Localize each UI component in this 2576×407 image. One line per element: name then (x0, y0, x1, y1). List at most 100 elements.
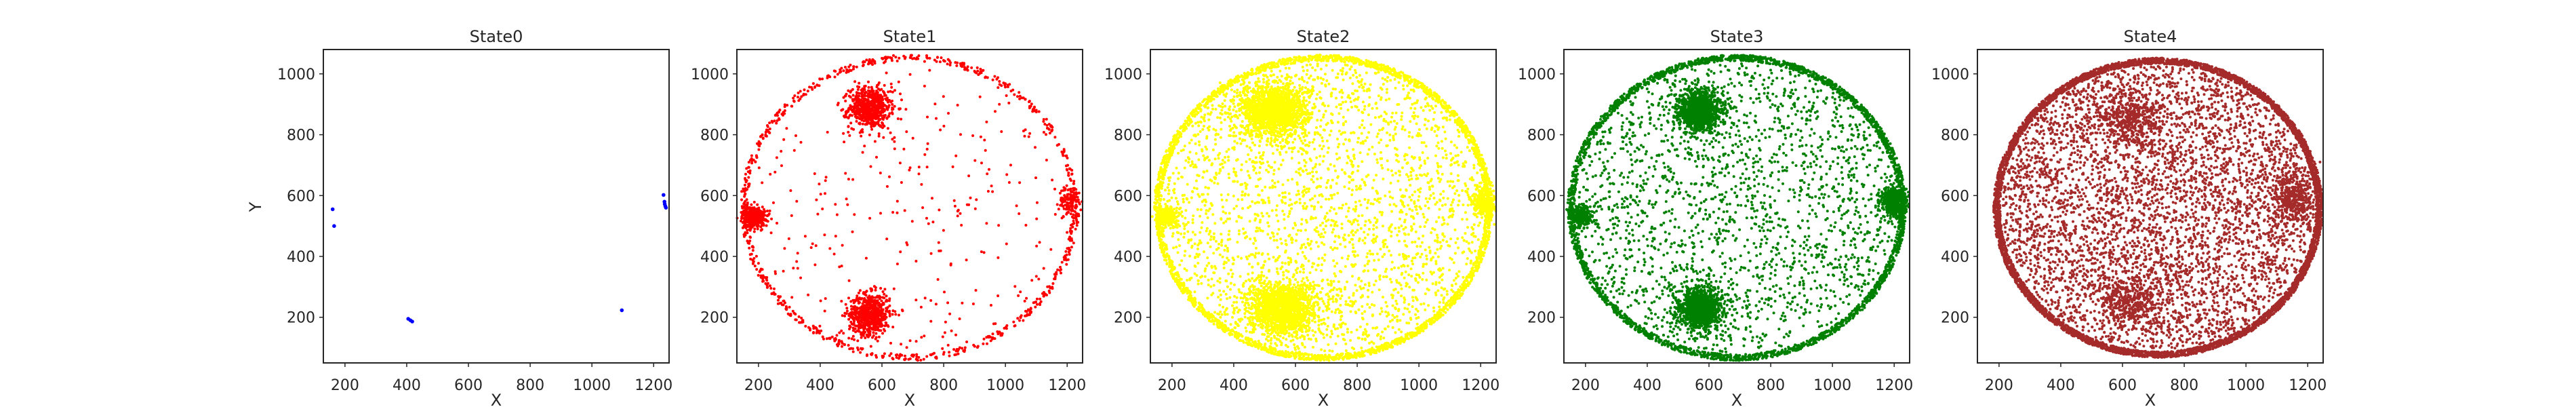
scatter-point (1051, 286, 1053, 288)
scatter-point (861, 128, 864, 131)
scatter-point (852, 94, 855, 97)
scatter-point (837, 342, 840, 345)
scatter-point (999, 83, 1001, 86)
scatter-point (876, 96, 879, 99)
scatter-point (1072, 180, 1075, 182)
scatter-point (852, 329, 855, 332)
scatter-point (1287, 62, 1289, 64)
scatter-point (1166, 163, 1169, 166)
scatter-point (1207, 317, 1209, 319)
scatter-point (885, 58, 887, 60)
scatter-point (1035, 275, 1038, 277)
scatter-point (862, 123, 864, 125)
scatter-point (860, 119, 863, 121)
scatter-point (807, 294, 809, 296)
x-tick-label: 200 (1158, 377, 1186, 394)
x-tick-label: 400 (393, 377, 421, 394)
scatter-point (1028, 100, 1030, 103)
scatter-point (1074, 200, 1077, 203)
scatter-point (954, 334, 957, 336)
scatter-point (780, 164, 783, 167)
scatter-point (912, 353, 915, 356)
scatter-point (878, 106, 881, 109)
scatter-point (794, 134, 797, 137)
scatter-point (877, 119, 880, 121)
scatter-point (929, 57, 931, 60)
scatter-point (1049, 132, 1051, 134)
scatter-point (866, 107, 869, 110)
scatter-point (962, 349, 965, 352)
scatter-point (1077, 199, 1080, 201)
scatter-point (744, 214, 746, 216)
scatter-point (1451, 110, 1453, 113)
scatter-point (1485, 229, 1488, 232)
scatter-point (1034, 176, 1037, 179)
scatter-point (874, 328, 877, 331)
scatter-point (1458, 117, 1461, 120)
y-tick-label: 400 (287, 249, 315, 266)
scatter-point (881, 102, 884, 104)
scatter-point (1357, 59, 1360, 62)
scatter-point (861, 332, 864, 335)
scatter-point (770, 218, 773, 220)
scatter-point (1165, 149, 1168, 152)
scatter-point (883, 288, 886, 290)
scatter-point (860, 92, 863, 95)
scatter-point (889, 315, 891, 317)
scatter-point (775, 122, 778, 125)
scatter-point (850, 305, 853, 308)
scatter-point (818, 332, 821, 334)
scatter-point (748, 247, 750, 250)
scatter-point (909, 166, 912, 169)
scatter-point (824, 297, 827, 300)
scatter-point (940, 250, 942, 252)
scatter-point (884, 60, 887, 63)
scatter-point (810, 246, 813, 249)
scatter-point (920, 306, 923, 309)
scatter-point (865, 123, 868, 125)
scatter-point (820, 330, 822, 332)
scatter-point (761, 220, 763, 222)
scatter-point (769, 287, 772, 290)
scatter-point (1188, 123, 1190, 125)
scatter-point (1005, 243, 1008, 246)
scatter-point (747, 176, 750, 179)
scatter-point (620, 309, 624, 313)
scatter-point (860, 321, 863, 324)
scatter-point (1028, 132, 1031, 135)
scatter-point (750, 220, 752, 222)
scatter-point (862, 111, 864, 113)
scatter-point (858, 313, 860, 315)
scatter-point (1053, 188, 1056, 191)
scatter-point (799, 90, 802, 93)
scatter-point (893, 140, 895, 143)
scatter-point (1062, 197, 1065, 200)
scatter-point (990, 185, 993, 187)
scatter-point (870, 86, 873, 89)
scatter-point (1269, 66, 1272, 69)
scatter-point (874, 113, 877, 115)
scatter-point (1043, 123, 1046, 125)
scatter-point (982, 343, 984, 345)
scatter-point (1153, 201, 1156, 204)
scatter-point (888, 176, 891, 178)
scatter-point (1160, 195, 1163, 197)
scatter-point (762, 137, 765, 140)
scatter-point (816, 213, 819, 216)
scatter-point (961, 347, 963, 350)
scatter-point (988, 168, 990, 171)
scatter-point (874, 289, 877, 292)
scatter-point (935, 357, 938, 360)
scatter-point (1270, 61, 1273, 64)
scatter-point (1048, 128, 1051, 131)
scatter-point (866, 334, 869, 337)
scatter-point (1303, 358, 1306, 361)
scatter-point (1066, 168, 1068, 171)
scatter-point (866, 98, 869, 101)
scatter-point (1043, 131, 1045, 134)
scatter-point (1067, 174, 1070, 176)
scatter-point (761, 206, 764, 208)
scatter-point (874, 93, 877, 96)
scatter-point (881, 310, 884, 313)
scatter-point (1317, 354, 1320, 357)
